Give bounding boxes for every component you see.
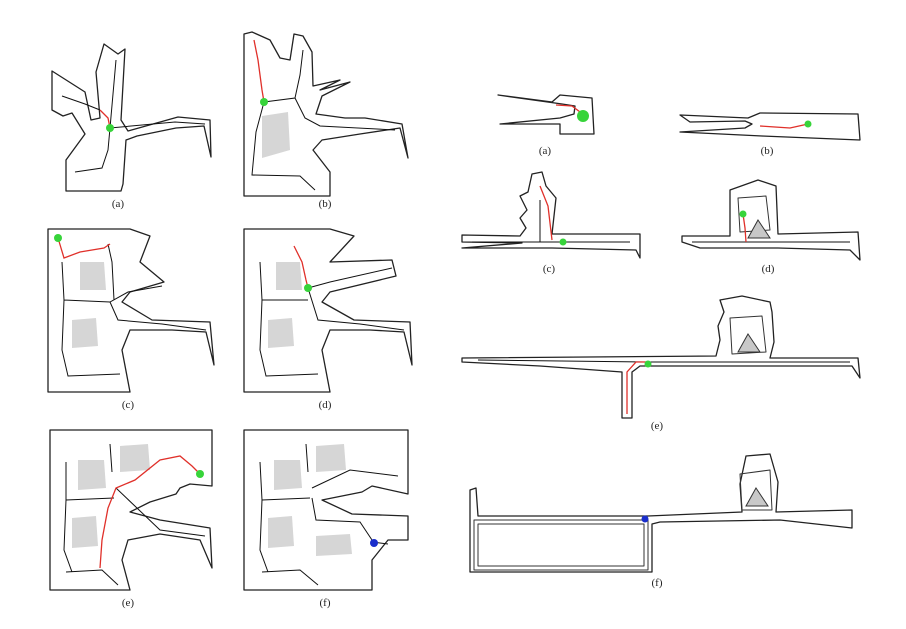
left-subfigure-a: (a) [51, 43, 212, 210]
final-node-marker [641, 515, 649, 523]
skeleton [251, 49, 396, 191]
caption: (a) [112, 198, 125, 210]
node-marker [577, 110, 589, 122]
left-subfigure-e: (e) [49, 429, 213, 609]
map-outline [461, 295, 861, 419]
inner-outline [473, 519, 649, 571]
map-outline [469, 453, 853, 573]
obstacle [262, 112, 290, 158]
map-outline [497, 94, 595, 135]
obstacle [745, 487, 769, 507]
map-outline [49, 429, 213, 591]
inner-outline [729, 315, 767, 355]
caption: (f) [652, 577, 663, 589]
node-marker [804, 120, 812, 128]
caption: (d) [762, 263, 775, 275]
path-segment [759, 123, 809, 129]
map-outline [679, 112, 861, 141]
left-subfigure-c: (c) [47, 228, 215, 411]
inner-outline [477, 523, 645, 567]
obstacle [274, 460, 302, 490]
caption: (b) [319, 198, 332, 210]
obstacle [120, 444, 150, 472]
obstacle [72, 516, 98, 548]
node-marker [304, 284, 312, 292]
inner-outline [739, 469, 773, 511]
node-marker [196, 470, 204, 478]
right-subfigure-f: (f) [469, 453, 853, 589]
map-outline [51, 43, 212, 192]
obstacle [316, 444, 346, 472]
skeleton [477, 359, 850, 363]
map-outline [461, 171, 641, 259]
left-subfigure-b: (b) [243, 31, 409, 210]
map-outline [243, 429, 409, 591]
path-segment [99, 455, 201, 569]
path-segment [293, 245, 309, 289]
right-subfigure-e: (e) [461, 295, 861, 432]
caption: (c) [543, 263, 556, 275]
obstacle [316, 534, 352, 556]
caption: (f) [320, 597, 331, 609]
node-marker [260, 98, 268, 106]
caption: (d) [319, 399, 332, 411]
obstacle [72, 318, 98, 348]
map-outline [681, 179, 861, 261]
skeleton [472, 200, 630, 243]
skeleton [63, 443, 206, 586]
caption: (a) [539, 145, 552, 157]
skeleton [61, 243, 207, 377]
obstacle [737, 333, 761, 353]
obstacle [268, 516, 294, 548]
obstacle [276, 262, 302, 290]
node-marker [644, 360, 652, 368]
obstacle [747, 219, 771, 239]
caption: (c) [122, 399, 135, 411]
obstacle [78, 460, 106, 490]
path-segment [742, 213, 747, 243]
left-subfigure-d: (d) [243, 228, 413, 411]
inner-outline [737, 195, 771, 233]
node-marker [559, 238, 567, 246]
final-node-marker [370, 539, 378, 547]
skeleton [259, 443, 399, 586]
right-subfigure-b: (b) [679, 112, 861, 157]
caption: (e) [122, 597, 135, 609]
caption: (b) [761, 145, 774, 157]
map-outline [243, 31, 409, 197]
left-subfigure-f: (f) [243, 429, 409, 609]
obstacle [268, 318, 294, 348]
right-subfigure-d: (d) [681, 179, 861, 275]
path-segment [539, 185, 553, 241]
path-segment [626, 361, 648, 414]
obstacle [80, 262, 106, 290]
map-outline [47, 228, 215, 393]
caption: (e) [651, 420, 664, 432]
right-subfigure-a: (a) [497, 94, 595, 157]
right-subfigure-c: (c) [461, 171, 641, 275]
path-segment [253, 39, 265, 103]
skeleton [259, 261, 405, 377]
map-outline [243, 228, 413, 393]
path-segment [57, 237, 111, 259]
node-marker [54, 234, 62, 242]
node-marker [739, 210, 747, 218]
skeleton [61, 59, 206, 173]
node-marker [106, 124, 114, 132]
